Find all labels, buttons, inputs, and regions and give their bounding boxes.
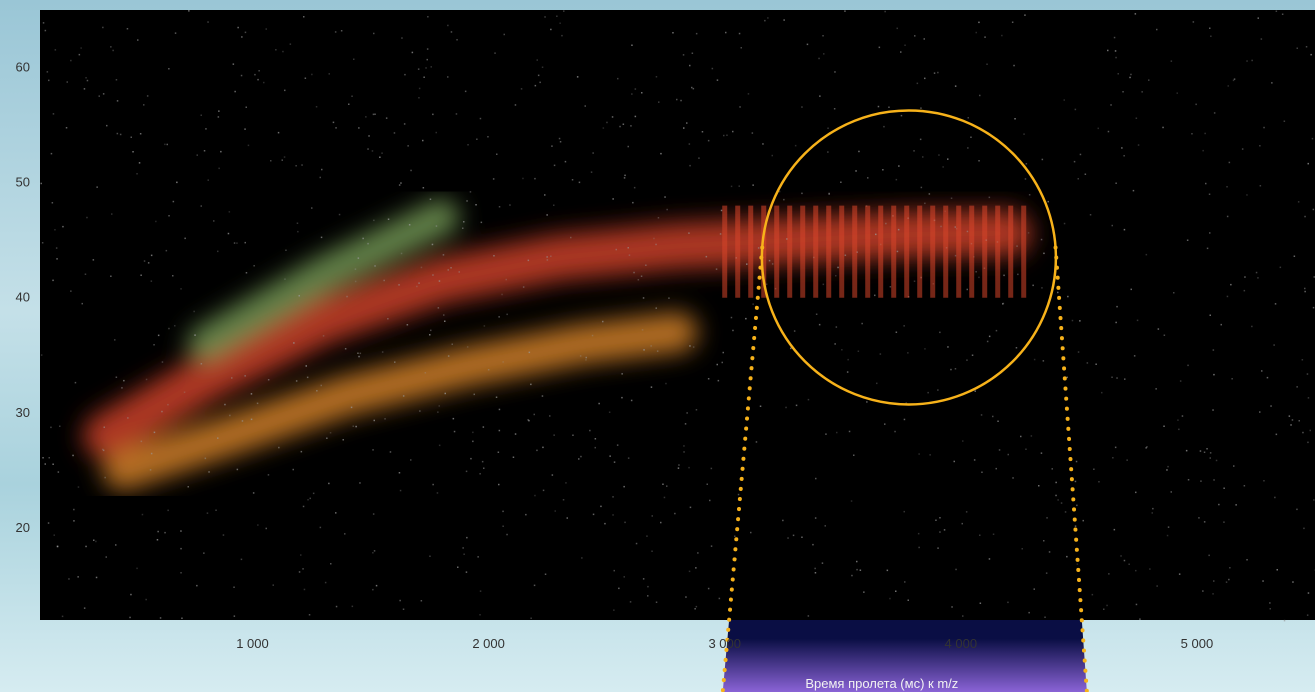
x-tick-label: 5 000	[1181, 636, 1214, 651]
x-axis-title: Время пролета (мс) к m/z	[805, 676, 958, 691]
x-axis: 1 000 2 000 3 000 4 000 5 000	[236, 636, 1213, 651]
scatter-points	[40, 10, 1315, 622]
y-tick-label: 40	[16, 290, 30, 305]
x-tick-label: 4 000	[945, 636, 978, 651]
y-tick-label: 20	[16, 520, 30, 535]
density-band-2	[102, 312, 698, 491]
density-band-1	[83, 210, 1032, 459]
density-bands	[83, 199, 1032, 491]
x-tick-label: 1 000	[236, 636, 269, 651]
y-axis: 20 30 40 50 60	[16, 60, 30, 535]
density-band-3	[187, 199, 460, 362]
y-tick-label: 30	[16, 405, 30, 420]
x-tick-label: 2 000	[472, 636, 505, 651]
zoom-edge-right	[1053, 245, 1089, 692]
zoom-edge-left	[720, 245, 765, 692]
x-tick-label: 3 000	[708, 636, 741, 651]
y-tick-label: 50	[16, 175, 30, 190]
highlight-annotations	[720, 109, 1089, 692]
y-tick-label: 60	[16, 60, 30, 75]
